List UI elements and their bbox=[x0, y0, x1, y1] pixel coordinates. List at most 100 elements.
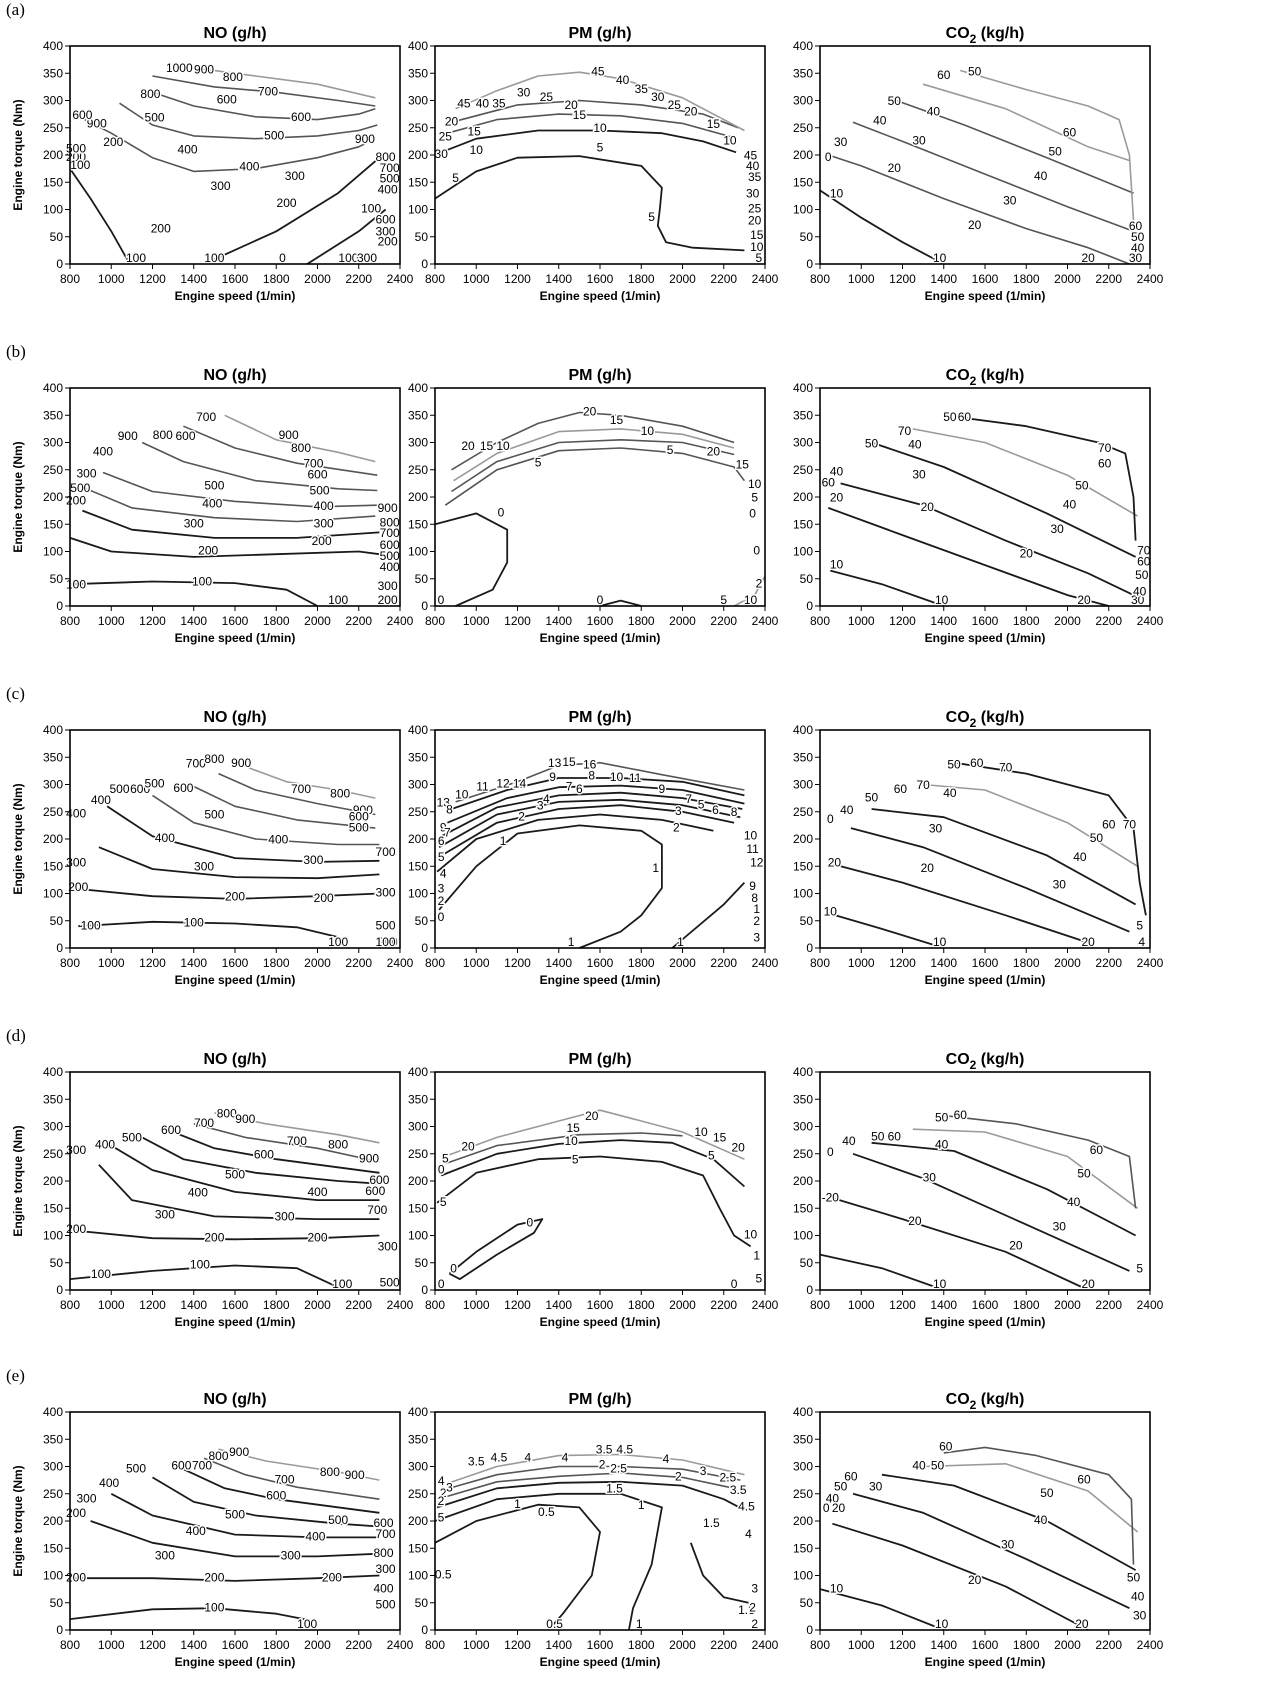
x-tick-label: 1200 bbox=[504, 1638, 531, 1652]
x-tick-label: 1000 bbox=[98, 272, 125, 286]
contour-label: 100 bbox=[204, 1600, 224, 1614]
contour-label: 0 bbox=[279, 251, 286, 265]
contour-label: 50 bbox=[1048, 144, 1062, 158]
x-tick-label: 2400 bbox=[752, 1638, 779, 1652]
y-tick-label: 0 bbox=[806, 257, 813, 271]
contour-line bbox=[852, 121, 1134, 233]
contour-label: 600 bbox=[376, 213, 396, 227]
y-tick-label: 200 bbox=[43, 832, 63, 846]
y-tick-label: 250 bbox=[793, 805, 813, 819]
y-axis-label: Engine torque (Nm) bbox=[11, 441, 25, 552]
y-axis-label: Engine torque (Nm) bbox=[11, 1125, 25, 1236]
y-tick-label: 0 bbox=[421, 599, 428, 613]
y-tick-label: 0 bbox=[56, 1283, 63, 1297]
y-tick-label: 300 bbox=[793, 94, 813, 108]
contour-label: 800 bbox=[376, 150, 396, 164]
row-label: (e) bbox=[6, 1366, 25, 1385]
y-tick-label: 400 bbox=[43, 39, 63, 53]
chart-title: CO2 (kg/h) bbox=[946, 1391, 1025, 1412]
contour-label: 60 bbox=[1102, 818, 1116, 832]
contour-line bbox=[69, 580, 318, 607]
contour-label: 15 bbox=[468, 124, 482, 138]
x-tick-label: 2000 bbox=[669, 956, 696, 970]
x-tick-label: 1800 bbox=[263, 272, 290, 286]
contour-line bbox=[224, 414, 376, 463]
contour-label: 60 bbox=[1098, 456, 1112, 470]
x-tick-label: 800 bbox=[425, 1638, 445, 1652]
x-tick-label: 2200 bbox=[710, 1298, 737, 1312]
x-tick-label: 1800 bbox=[1013, 1298, 1040, 1312]
contour-label: 40 bbox=[842, 1134, 856, 1148]
contour-label: 300 bbox=[274, 1210, 294, 1224]
contour-label: 1 bbox=[753, 902, 760, 916]
x-tick-label: 2000 bbox=[669, 272, 696, 286]
y-tick-label: 400 bbox=[793, 381, 813, 395]
x-axis-label: Engine speed (1/min) bbox=[175, 289, 296, 303]
contour-label: 9 bbox=[659, 782, 666, 796]
contour-label: 500 bbox=[66, 142, 86, 156]
contour-label: 60 bbox=[894, 782, 908, 796]
contour-label: 20 bbox=[583, 405, 597, 419]
y-axis-label: Engine torque (Nm) bbox=[11, 1465, 25, 1576]
contour-line bbox=[960, 69, 1135, 221]
contour-line bbox=[434, 512, 509, 607]
contour-label: 800 bbox=[217, 1107, 237, 1121]
y-tick-label: 250 bbox=[793, 1147, 813, 1161]
contour-label: 0 bbox=[749, 507, 756, 521]
contour-line bbox=[444, 447, 746, 506]
contour-label: 8 bbox=[731, 805, 738, 819]
y-tick-label: 50 bbox=[800, 572, 814, 586]
contour-label: 9 bbox=[549, 770, 556, 784]
contour-line bbox=[436, 1480, 745, 1511]
contour-label: 300 bbox=[155, 1208, 175, 1222]
y-tick-label: 150 bbox=[408, 1541, 428, 1555]
contour-label: 50 bbox=[931, 1459, 945, 1473]
contour-label: 0 bbox=[527, 1216, 534, 1230]
x-tick-label: 1800 bbox=[628, 272, 655, 286]
y-tick-label: 200 bbox=[408, 490, 428, 504]
contour-chart: PM (g/h)13 15 169 8 10 117 6 97 5 6 84321321111011… bbox=[408, 709, 779, 987]
x-tick-label: 1000 bbox=[463, 1298, 490, 1312]
y-tick-label: 250 bbox=[793, 121, 813, 135]
contour-line bbox=[234, 761, 376, 799]
contour-label: 0.5 bbox=[546, 1617, 563, 1631]
y-tick-label: 100 bbox=[408, 203, 428, 217]
x-tick-label: 1800 bbox=[263, 1638, 290, 1652]
y-tick-label: 350 bbox=[793, 66, 813, 80]
y-tick-label: 350 bbox=[408, 408, 428, 422]
contour-label: 1 bbox=[652, 861, 659, 875]
y-tick-label: 200 bbox=[793, 148, 813, 162]
contour-line bbox=[445, 1465, 741, 1491]
y-tick-label: 100 bbox=[43, 1569, 63, 1583]
x-tick-label: 1800 bbox=[628, 1298, 655, 1312]
contour-label: 600 bbox=[161, 1123, 181, 1137]
contour-label: 10 bbox=[641, 424, 655, 438]
contour-label: 5 bbox=[755, 1271, 762, 1285]
contour-label: 60 bbox=[822, 476, 836, 490]
contour-label: 3.5 bbox=[730, 1483, 747, 1497]
contour-label: 300 bbox=[376, 886, 396, 900]
contour-label: 20 bbox=[564, 98, 578, 112]
contour-label: 20 bbox=[1009, 1239, 1023, 1253]
y-tick-label: 200 bbox=[793, 1514, 813, 1528]
y-tick-label: 0 bbox=[56, 941, 63, 955]
y-tick-label: 150 bbox=[793, 1201, 813, 1215]
contour-label: 60 bbox=[1077, 1472, 1091, 1486]
x-tick-label: 1200 bbox=[139, 614, 166, 628]
contour-line bbox=[69, 1264, 339, 1289]
contour-line bbox=[819, 1588, 945, 1631]
x-tick-label: 2000 bbox=[1054, 956, 1081, 970]
x-tick-label: 1000 bbox=[848, 1298, 875, 1312]
contour-label: 600 bbox=[291, 110, 311, 124]
contour-line bbox=[440, 1139, 745, 1188]
contour-label: 30 bbox=[912, 467, 926, 481]
x-tick-label: 1600 bbox=[222, 1298, 249, 1312]
y-tick-label: 200 bbox=[793, 490, 813, 504]
contour-label: 50 bbox=[947, 758, 961, 772]
contour-label: 40 bbox=[1073, 850, 1087, 864]
contour-line bbox=[832, 1522, 1089, 1631]
contour-label: 2 bbox=[673, 820, 680, 834]
contour-label: 400 bbox=[314, 499, 334, 513]
contour-line bbox=[852, 1152, 1130, 1272]
y-tick-label: 0 bbox=[56, 599, 63, 613]
